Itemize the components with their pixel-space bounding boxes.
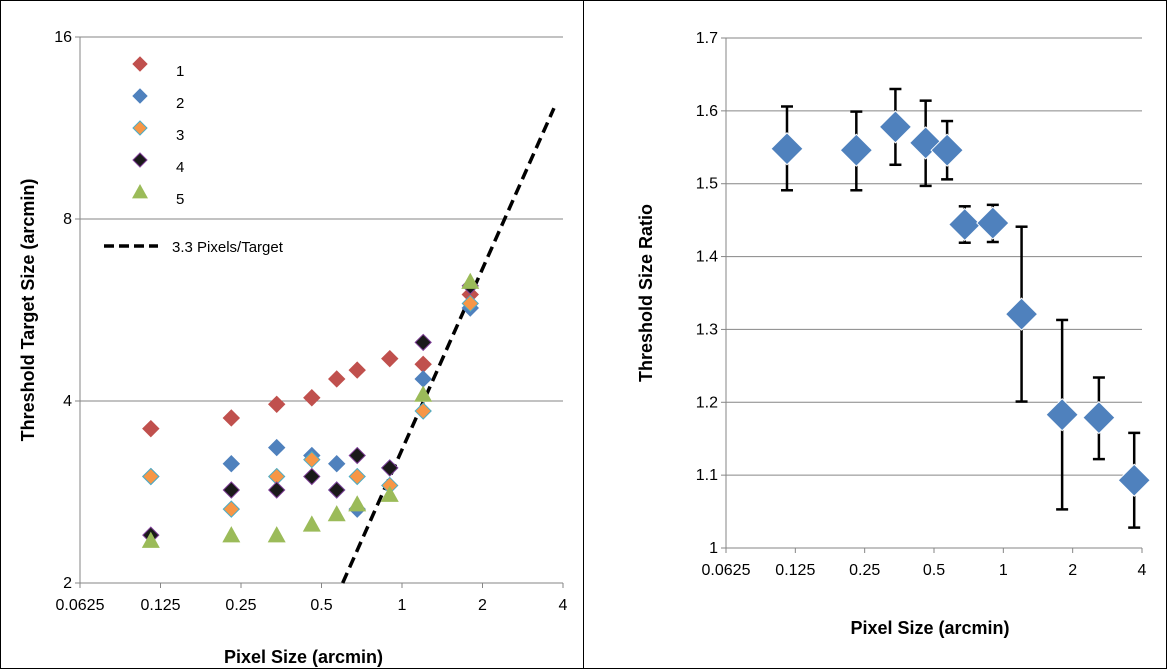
y-tick-label: 1.6 — [696, 103, 718, 120]
series-5-point — [267, 526, 286, 543]
x-tick-label: 2 — [1068, 562, 1077, 579]
y-tick-label: 1 — [709, 540, 718, 557]
series-2-point — [222, 455, 241, 473]
x-tick-label: 1 — [398, 597, 407, 614]
x-tick-label: 0.125 — [140, 597, 180, 614]
series-3-point — [222, 500, 241, 518]
x-tick-label: 2 — [478, 597, 487, 614]
series-5-point — [302, 515, 321, 532]
y-tick-label: 1.4 — [696, 249, 718, 266]
series-2-point — [328, 455, 346, 473]
ratio-point — [930, 133, 964, 167]
series-4-point — [381, 459, 399, 477]
series-3-point — [414, 402, 432, 420]
series-4-point — [303, 467, 321, 486]
y-tick-label: 1.5 — [696, 176, 718, 193]
ratio-point — [1045, 397, 1079, 432]
y-tick-label: 1.2 — [696, 394, 718, 411]
right-chart: 1 1.1 1.2 1.3 1.4 1.5 1.6 1.7 0.0625 0.125 0.25 0.5… — [636, 30, 1151, 638]
x-tick-label: 0.125 — [775, 562, 815, 579]
y-axis-title: Threshold Size Ratio — [636, 204, 656, 382]
y-tick-label: 8 — [63, 211, 72, 228]
legend-marker — [132, 88, 148, 104]
x-tick-label: 0.5 — [310, 597, 332, 614]
legend-marker — [132, 184, 148, 199]
legend-label: 4 — [176, 159, 184, 176]
x-tick-label: 0.25 — [849, 562, 880, 579]
legend-marker — [132, 152, 148, 168]
series-1-point — [348, 361, 366, 379]
series-1-point — [142, 419, 160, 438]
x-tick-label: 0.25 — [225, 597, 256, 614]
x-axis-title: Pixel Size (arcmin) — [224, 647, 383, 667]
ratio-point — [1117, 463, 1151, 497]
series-3-point — [142, 467, 160, 486]
legend-label: 3.3 Pixels/Target — [172, 239, 284, 256]
series-5-point — [327, 505, 346, 522]
left-chart: 2 4 8 16 0.0625 0.125 0.25 0.5 1 2 4 Pixel Size (ar… — [18, 29, 568, 667]
x-tick-label: 4 — [1138, 562, 1147, 579]
series-1-point — [222, 409, 241, 427]
series-1-point — [328, 370, 346, 388]
y-tick-label: 16 — [54, 29, 72, 46]
series-1-point — [414, 355, 432, 374]
series-4-point — [328, 481, 346, 499]
x-tick-label: 4 — [559, 597, 568, 614]
series-4-point — [268, 481, 286, 499]
series-3-point — [348, 467, 366, 486]
x-axis-title: Pixel Size (arcmin) — [850, 618, 1009, 638]
y-tick-label: 2 — [63, 575, 72, 592]
x-tick-label: 0.0625 — [702, 562, 751, 579]
ratio-point — [948, 207, 982, 242]
series-5-point — [414, 385, 433, 402]
series-4-point — [348, 446, 366, 465]
series-3-point — [303, 450, 321, 469]
y-tick-label: 1.3 — [696, 321, 718, 338]
x-tick-label: 0.0625 — [56, 597, 105, 614]
ratio-point — [770, 132, 804, 166]
series-5-point — [461, 272, 480, 289]
series-line-3-3-pixels-per-target — [341, 107, 556, 584]
legend-label: 1 — [176, 63, 184, 80]
ratio-point — [1004, 297, 1039, 331]
series-4-point — [222, 481, 241, 499]
series-2-point — [268, 438, 286, 457]
ratio-point — [976, 206, 1010, 240]
y-axis-title: Threshold Target Size (arcmin) — [18, 179, 38, 442]
legend-label: 3 — [176, 127, 184, 144]
legend-label: 2 — [176, 95, 184, 112]
left-panel-frame — [0, 0, 584, 669]
ratio-point — [878, 110, 913, 144]
legend-marker — [132, 56, 148, 72]
series-5-point — [380, 485, 399, 502]
series-5-point — [348, 495, 367, 512]
legend-label: 5 — [176, 191, 184, 208]
series-1-point — [381, 349, 399, 368]
series-3-point — [461, 294, 479, 313]
series-1-point — [303, 389, 321, 407]
ratio-point — [839, 133, 874, 167]
series-5-point — [141, 531, 160, 548]
x-tick-label: 1 — [999, 562, 1008, 579]
y-tick-label: 1.7 — [696, 30, 718, 47]
series-1-point — [268, 395, 286, 414]
ratio-point — [1082, 400, 1116, 435]
series-5-point — [222, 526, 241, 543]
x-tick-label: 0.5 — [923, 562, 945, 579]
legend-marker — [132, 120, 148, 136]
series-2-point — [414, 370, 432, 388]
y-tick-label: 4 — [63, 393, 72, 410]
series-4-point — [414, 333, 432, 352]
y-tick-label: 1.1 — [696, 467, 718, 484]
